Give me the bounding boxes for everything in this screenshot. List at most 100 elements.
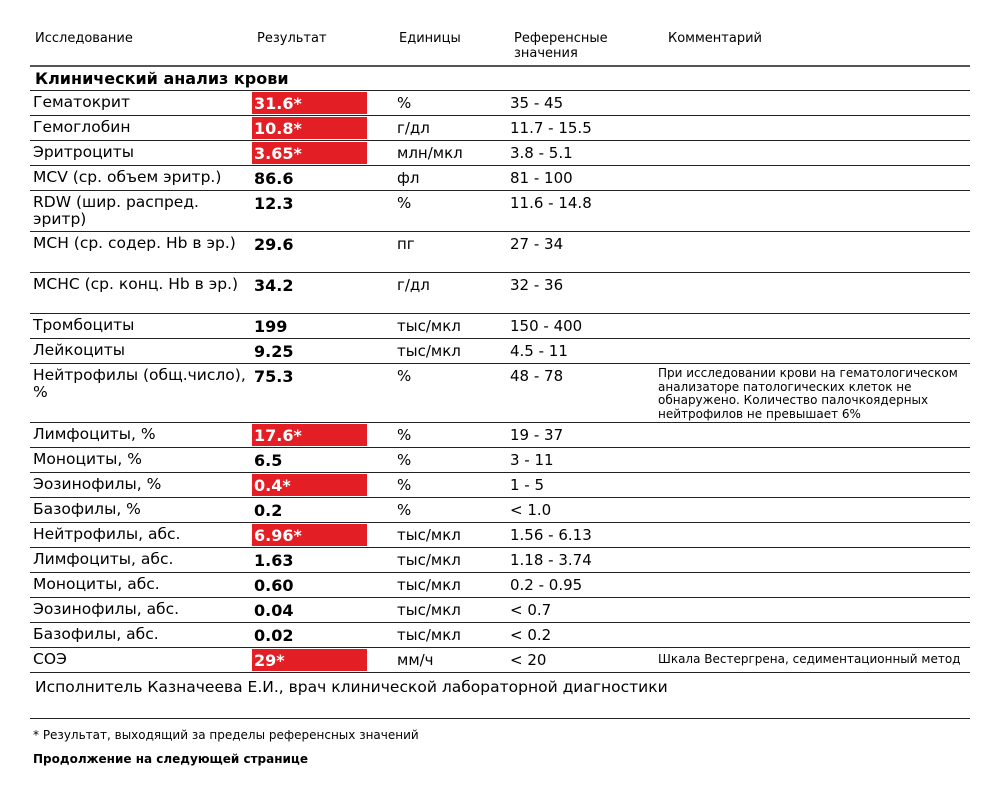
- result-value: 34.2: [254, 276, 294, 295]
- result-value: 199: [254, 317, 288, 336]
- reference-range: 1 - 5: [510, 476, 545, 494]
- test-name: Эозинофилы, %: [33, 475, 162, 493]
- units: тыс/мкл: [397, 601, 461, 619]
- test-name: RDW (шир. распред. эритр): [33, 193, 199, 228]
- header-reference: Референсные значения: [514, 31, 608, 61]
- table-row: Эритроциты 3.65* млн/мкл 3.8 - 5.1: [30, 141, 970, 166]
- result-value: 9.25: [254, 342, 294, 361]
- units: пг: [397, 235, 415, 253]
- reference-range: < 0.7: [510, 601, 552, 619]
- continued-note: Продолжение на следующей странице: [33, 752, 308, 766]
- result-value: 0.04: [254, 601, 294, 620]
- reference-range: 1.56 - 6.13: [510, 526, 592, 544]
- units: тыс/мкл: [397, 526, 461, 544]
- result-value: 12.3: [254, 194, 294, 213]
- units: г/дл: [397, 276, 430, 294]
- result-value: 31.6*: [252, 92, 367, 114]
- reference-range: 32 - 36: [510, 276, 564, 294]
- table-row: Базофилы, абс. 0.02 тыс/мкл < 0.2: [30, 623, 970, 648]
- table-row: Нейтрофилы (общ.число), % 75.3% 48 - 78 При…: [30, 364, 970, 423]
- executor: Исполнитель Казначеева Е.И., врач клинич…: [35, 678, 668, 696]
- header-test: Исследование: [35, 31, 133, 46]
- result-value: 75.3: [254, 367, 294, 386]
- reference-range: 11.7 - 15.5: [510, 119, 592, 137]
- reference-range: < 0.2: [510, 626, 552, 644]
- reference-range: 11.6 - 14.8: [510, 194, 592, 212]
- units: %: [397, 94, 412, 112]
- result-value: 10.8*: [252, 117, 367, 139]
- table-row: Эозинофилы, абс. 0.04 тыс/мкл < 0.7: [30, 598, 970, 623]
- result-value: 0.4*: [252, 474, 367, 496]
- reference-range: 19 - 37: [510, 426, 564, 444]
- reference-range: 48 - 78: [510, 367, 564, 385]
- test-name: Гемоглобин: [33, 118, 131, 136]
- divider: [30, 718, 970, 719]
- reference-range: 81 - 100: [510, 169, 573, 187]
- test-name: Эритроциты: [33, 143, 134, 161]
- result-value: 29.6: [254, 235, 294, 254]
- result-value: 6.5: [254, 451, 283, 470]
- result-value: 29*: [252, 649, 367, 671]
- reference-range: < 1.0: [510, 501, 552, 519]
- test-name: MCHC (ср. конц. Hb в эр.): [33, 275, 239, 293]
- test-name: Нейтрофилы, абс.: [33, 525, 181, 543]
- results-table: Клинический анализ крови Гематокрит 31.6*…: [30, 65, 970, 673]
- units: тыс/мкл: [397, 317, 461, 335]
- comment: При исследовании крови на гематологическ…: [658, 366, 958, 421]
- test-name: Моноциты, %: [33, 450, 142, 468]
- units: %: [397, 501, 412, 519]
- reference-range: 1.18 - 3.74: [510, 551, 592, 569]
- comment: Шкала Вестергрена, седиментационный мето…: [658, 652, 961, 666]
- test-name: Базофилы, %: [33, 500, 141, 518]
- reference-range: 3.8 - 5.1: [510, 144, 573, 162]
- section-title: Клинический анализ крови: [30, 67, 970, 91]
- reference-range: 27 - 34: [510, 235, 564, 253]
- units: %: [397, 367, 412, 385]
- test-name: Гематокрит: [33, 93, 130, 111]
- units: тыс/мкл: [397, 342, 461, 360]
- table-row: Гемоглобин 10.8* г/дл 11.7 - 15.5: [30, 116, 970, 141]
- units: фл: [397, 169, 420, 187]
- result-value: 0.02: [254, 626, 294, 645]
- result-value: 17.6*: [252, 424, 367, 446]
- units: млн/мкл: [397, 144, 463, 162]
- table-row: Гематокрит 31.6*% 35 - 45: [30, 91, 970, 116]
- reference-range: 0.2 - 0.95: [510, 576, 583, 594]
- table-row: Моноциты, % 6.5% 3 - 11: [30, 448, 970, 473]
- reference-range: 35 - 45: [510, 94, 564, 112]
- test-name: Моноциты, абс.: [33, 575, 160, 593]
- units: г/дл: [397, 119, 430, 137]
- table-row: Нейтрофилы, абс. 6.96* тыс/мкл 1.56 - 6.13: [30, 523, 970, 548]
- reference-range: 150 - 400: [510, 317, 583, 335]
- test-name: MCV (ср. объем эритр.): [33, 168, 222, 186]
- units: %: [397, 194, 412, 212]
- table-row: Тромбоциты 199 тыс/мкл 150 - 400: [30, 314, 970, 339]
- result-value: 3.65*: [252, 142, 367, 164]
- units: тыс/мкл: [397, 626, 461, 644]
- table-row: MCH (ср. содер. Hb в эр.) 29.6 пг 27 - 34: [30, 232, 970, 273]
- table-row: Базофилы, % 0.2% < 1.0: [30, 498, 970, 523]
- table-row: Лимфоциты, абс. 1.63 тыс/мкл 1.18 - 3.74: [30, 548, 970, 573]
- table-row: Моноциты, абс. 0.60 тыс/мкл 0.2 - 0.95: [30, 573, 970, 598]
- test-name: Тромбоциты: [33, 316, 135, 334]
- units: тыс/мкл: [397, 576, 461, 594]
- table-row: Эозинофилы, % 0.4*% 1 - 5: [30, 473, 970, 498]
- test-name: Нейтрофилы (общ.число), %: [33, 366, 246, 401]
- result-value: 1.63: [254, 551, 294, 570]
- units: %: [397, 426, 412, 444]
- header-units: Единицы: [399, 31, 461, 46]
- result-value: 6.96*: [252, 524, 367, 546]
- result-value: 0.60: [254, 576, 294, 595]
- table-row: СОЭ 29* мм/ч < 20 Шкала Вестергрена, седимен…: [30, 648, 970, 673]
- table-row: Лейкоциты 9.25 тыс/мкл 4.5 - 11: [30, 339, 970, 364]
- test-name: Эозинофилы, абс.: [33, 600, 180, 618]
- test-name: Лейкоциты: [33, 341, 126, 359]
- units: %: [397, 451, 412, 469]
- reference-range: < 20: [510, 651, 547, 669]
- test-name: Базофилы, абс.: [33, 625, 159, 643]
- table-row: Лимфоциты, % 17.6*% 19 - 37: [30, 423, 970, 448]
- test-name: Лимфоциты, абс.: [33, 550, 174, 568]
- test-name: MCH (ср. содер. Hb в эр.): [33, 234, 236, 252]
- footnote: * Результат, выходящий за пределы рефере…: [33, 728, 419, 742]
- header-comment: Комментарий: [668, 31, 762, 46]
